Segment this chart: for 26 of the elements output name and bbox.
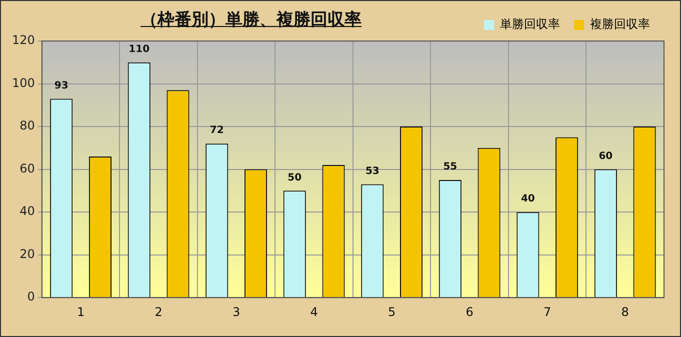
y-tick-label: 120 <box>12 33 35 48</box>
x-tick-label: 7 <box>544 304 552 319</box>
y-tick-label: 80 <box>20 118 35 133</box>
x-tick-label: 5 <box>388 304 396 319</box>
chart-title: （枠番別）単勝、複勝回収率 <box>140 10 362 30</box>
y-tick-label: 20 <box>20 246 35 261</box>
data-label: 40 <box>520 194 535 205</box>
y-tick-label: 60 <box>20 161 35 176</box>
data-label: 55 <box>443 162 458 173</box>
x-tick-label: 1 <box>76 304 85 319</box>
data-label: 110 <box>128 44 150 55</box>
x-tick-label: 8 <box>621 304 629 319</box>
x-tick-label: 6 <box>466 304 474 319</box>
data-label: 72 <box>210 125 224 136</box>
x-tick-label: 4 <box>310 304 318 319</box>
y-tick-label: 40 <box>20 204 35 218</box>
data-label: 53 <box>365 166 380 177</box>
legend-label: 単勝回収率 <box>500 17 560 32</box>
x-tick-label: 3 <box>232 304 240 319</box>
y-tick-label: 100 <box>12 76 35 90</box>
data-label: 50 <box>288 172 302 184</box>
y-tick-label: 0 <box>27 290 35 304</box>
x-tick-label: 2 <box>154 304 162 319</box>
data-label: 93 <box>54 80 68 92</box>
data-label: 60 <box>598 150 613 162</box>
legend-label: 複勝回収率 <box>590 17 650 32</box>
